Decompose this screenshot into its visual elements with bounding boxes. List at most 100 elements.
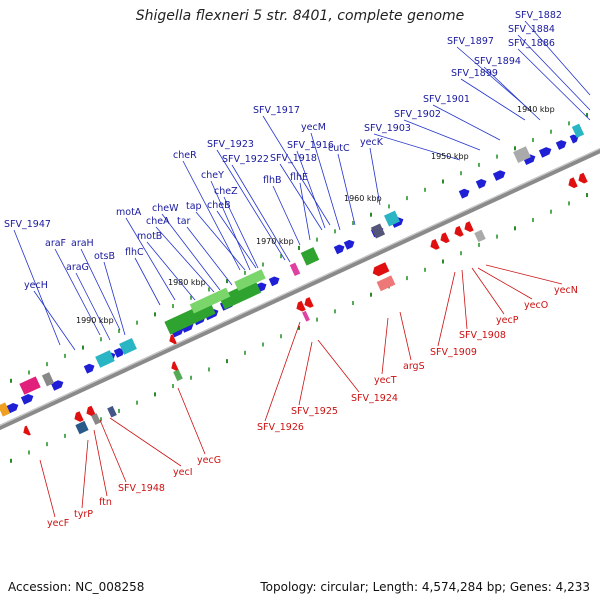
- track-tick: [514, 226, 516, 231]
- gene-label: yecN: [554, 285, 578, 296]
- leader-line: [279, 163, 323, 231]
- gene-label: araG: [66, 262, 89, 273]
- track-tick: [406, 196, 408, 201]
- gene-box: [384, 210, 400, 227]
- reverse-gene-arrow: [372, 262, 390, 277]
- genome-backbone-highlight: [0, 148, 600, 426]
- track-tick: [280, 254, 282, 259]
- track-tick: [496, 154, 498, 159]
- operon-block: [234, 269, 266, 291]
- forward-gene-arrow: [343, 239, 355, 250]
- track-tick: [172, 384, 174, 389]
- gene-label: SFV_1903: [364, 123, 411, 134]
- gene-label: yecI: [173, 467, 193, 478]
- track-tick: [478, 242, 480, 247]
- gene-label: SFV_1924: [351, 393, 398, 404]
- leader-line: [109, 417, 182, 467]
- gene-label: SFV_1894: [474, 56, 521, 67]
- gene-label: SFV_1947: [4, 219, 51, 230]
- track-tick: [316, 317, 318, 322]
- track-tick: [298, 325, 300, 330]
- track-tick: [46, 362, 48, 367]
- gene-box: [571, 123, 585, 138]
- track-tick: [460, 251, 462, 256]
- leader-line: [161, 213, 221, 291]
- reverse-gene-arrow: [86, 405, 96, 417]
- tick-layer: [10, 113, 588, 463]
- gene-label: SFV_1884: [508, 24, 555, 35]
- track-tick: [28, 370, 30, 375]
- gene-box: [376, 275, 396, 292]
- operon-block: [189, 287, 231, 314]
- reverse-gene-arrow: [440, 232, 450, 244]
- track-tick: [262, 262, 264, 267]
- leader-line: [262, 115, 331, 226]
- leader-line: [13, 229, 61, 346]
- gene-label: SFV_1902: [394, 109, 441, 120]
- leader-line: [483, 66, 541, 121]
- track-tick: [244, 350, 246, 355]
- gene-label: araH: [71, 238, 94, 249]
- track-tick: [316, 237, 318, 242]
- gene-label: flhE: [290, 172, 308, 183]
- leader-line: [182, 160, 241, 271]
- track-tick: [118, 408, 120, 413]
- kbp-marker: 1990 kbp: [76, 316, 114, 325]
- gene-label: cheY: [201, 170, 224, 181]
- leader-line: [99, 419, 127, 483]
- gene-label: yecO: [524, 300, 548, 311]
- leader-line: [399, 311, 412, 361]
- track-tick: [244, 270, 246, 275]
- gene-label: SFV_1917: [253, 105, 300, 116]
- leader-line: [317, 339, 360, 393]
- gene-label: otsB: [94, 251, 115, 262]
- gene-label: ftn: [99, 497, 112, 508]
- reverse-gene-arrow: [296, 300, 306, 312]
- gene-label: SFV_1882: [515, 10, 562, 21]
- gene-label: flhC: [125, 247, 144, 258]
- gene-label: cheB: [207, 200, 231, 211]
- kbp-layer: 1940 kbp 1950 kbp 1960 kbp 1970 kbp 1980 kbp…: [76, 105, 555, 325]
- operon-block: [218, 279, 262, 310]
- gene-label: SFV_1909: [430, 347, 477, 358]
- track-tick: [424, 267, 426, 272]
- gene-box: [370, 223, 386, 239]
- label-layer: SFV_1882 SFV_1884 SFV_1886 SFV_1897 SFV_1894…: [4, 10, 578, 529]
- leader-line: [125, 217, 176, 301]
- track-tick: [550, 129, 552, 134]
- gene-layer: [0, 123, 588, 436]
- leader-line: [216, 149, 286, 261]
- leader-line: [437, 271, 456, 347]
- accession-text: Accession: NC_008258: [8, 580, 145, 594]
- gene-box: [513, 146, 531, 163]
- leader-line: [264, 321, 301, 422]
- reverse-gene-arrow: [454, 225, 464, 237]
- leader-line: [33, 290, 76, 351]
- leader-line: [39, 459, 56, 518]
- track-tick: [532, 137, 534, 142]
- leader-line: [223, 196, 259, 269]
- forward-gene-arrow: [492, 170, 506, 181]
- leader-line: [296, 150, 326, 229]
- gene-label: cheA: [146, 216, 170, 227]
- track-tick: [568, 201, 570, 206]
- track-tick: [406, 276, 408, 281]
- track-tick: [370, 292, 372, 297]
- track-tick: [442, 179, 444, 184]
- gene-box: [107, 405, 117, 418]
- gene-label: yecH: [24, 280, 48, 291]
- track-tick: [100, 417, 102, 422]
- track-tick: [442, 259, 444, 264]
- track-tick: [352, 221, 354, 226]
- reverse-gene-arrow: [169, 334, 177, 345]
- leader-line: [146, 241, 196, 301]
- leader-line: [477, 267, 533, 300]
- track-tick: [28, 450, 30, 455]
- leader-line: [298, 341, 313, 406]
- gene-label: SFV_1897: [447, 36, 494, 47]
- track-tick: [460, 171, 462, 176]
- leader-line: [80, 248, 121, 331]
- track-tick: [82, 345, 84, 350]
- leader-line: [93, 429, 108, 497]
